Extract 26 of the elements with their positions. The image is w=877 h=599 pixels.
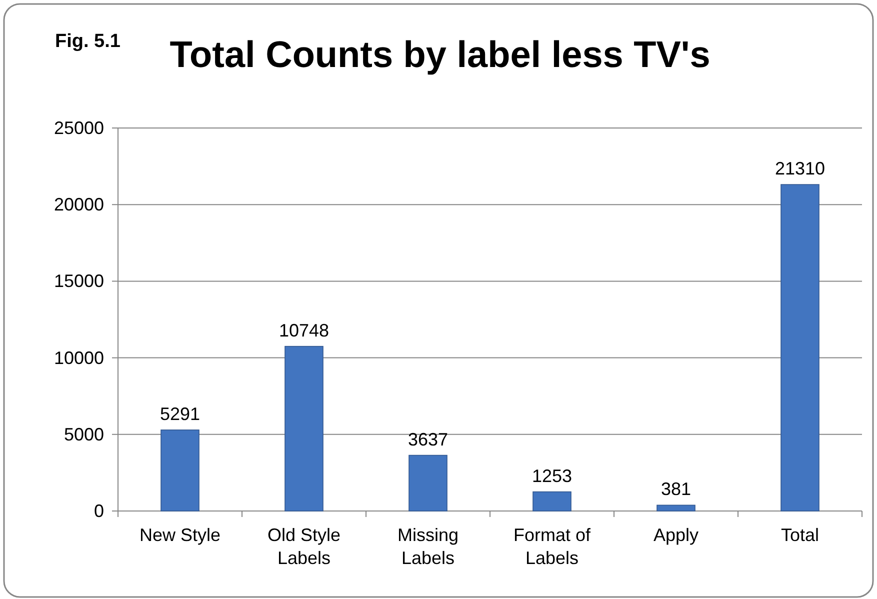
data-label: 3637 [408,429,448,450]
x-tick-label: Apply [653,525,699,545]
data-label: 5291 [160,404,200,424]
bar [408,454,448,512]
y-tick-label: 20000 [54,194,104,215]
data-label: 10748 [278,320,330,340]
y-tick-label: 10000 [54,348,104,368]
bar [780,184,820,512]
caption: Fig. 5.1 [55,31,121,52]
y-tick-label: 15000 [54,271,104,292]
bar [532,491,572,512]
data-label: 381 [660,479,692,500]
bar [284,346,324,512]
data-label: 1253 [532,466,572,486]
y-tick-label: 0 [94,501,104,521]
bar [656,504,696,512]
x-tick-label: Format of Labels [513,525,592,568]
data-label: 21310 [774,158,826,179]
x-tick-label: Total [780,525,820,545]
bar [160,430,200,512]
y-tick-label: 25000 [54,118,104,138]
y-tick-label: 5000 [64,424,104,444]
chart-title: Total Counts by label less TV's [170,34,710,75]
x-tick-label: Missing Labels [397,525,459,568]
x-tick-label: Old Style Labels [267,525,341,568]
x-tick-label: New Style [139,525,221,545]
